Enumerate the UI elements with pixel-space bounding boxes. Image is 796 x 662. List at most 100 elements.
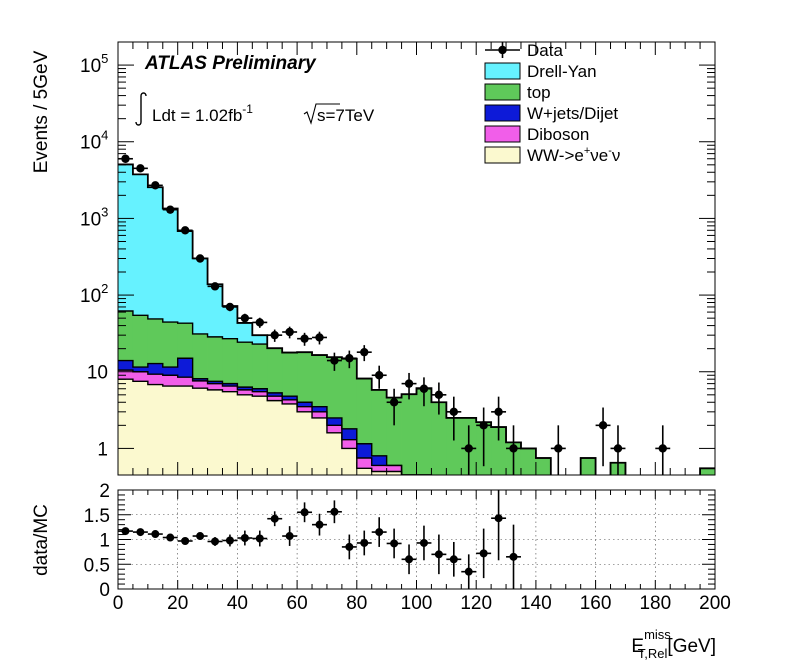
histogram-bar bbox=[207, 381, 223, 384]
x-tick-label: 20 bbox=[167, 593, 188, 614]
data-point bbox=[595, 407, 611, 467]
histogram-bar bbox=[386, 465, 402, 472]
sqrt-sign-icon bbox=[303, 103, 340, 125]
stack-ww-e-e- bbox=[118, 379, 402, 475]
histogram-bar bbox=[222, 383, 238, 387]
svg-text:Ldt = 1.02fb-1: Ldt = 1.02fb-1 bbox=[152, 102, 253, 125]
histogram-bar bbox=[207, 336, 223, 382]
data-point bbox=[655, 425, 671, 475]
data-point bbox=[386, 388, 402, 426]
histogram-bar bbox=[118, 164, 134, 311]
histogram-bar bbox=[267, 396, 283, 401]
x-tick-label: 40 bbox=[227, 593, 248, 614]
ratio-point bbox=[326, 500, 342, 524]
sqrt-s-label: s=7TeV bbox=[317, 106, 375, 125]
histogram-bar bbox=[297, 411, 313, 475]
data-point bbox=[550, 425, 566, 475]
histogram-bar bbox=[341, 358, 358, 429]
histogram-bar bbox=[118, 360, 134, 371]
histogram-bar bbox=[192, 333, 208, 379]
y-tick-label: 102 bbox=[80, 281, 108, 307]
histogram-bar bbox=[446, 417, 462, 475]
ratio-point bbox=[282, 526, 298, 546]
stack-outline bbox=[118, 357, 433, 475]
data-point bbox=[431, 382, 447, 415]
data-points bbox=[118, 154, 671, 475]
data-point bbox=[341, 350, 357, 369]
data-point bbox=[222, 302, 238, 312]
data-point bbox=[177, 226, 193, 235]
x-tick-label: 200 bbox=[699, 593, 731, 614]
legend-entry: Data bbox=[485, 41, 563, 60]
legend-label: Diboson bbox=[527, 125, 589, 144]
histogram-bar bbox=[520, 448, 537, 475]
stack-diboson bbox=[118, 370, 402, 472]
histogram-bar bbox=[326, 417, 343, 426]
ratio-point bbox=[297, 502, 313, 523]
y-tick-label: 10 bbox=[87, 363, 108, 384]
histogram-bar bbox=[252, 335, 268, 345]
data-point bbox=[476, 407, 492, 467]
ratio-point bbox=[491, 490, 507, 561]
histogram-bar bbox=[147, 363, 164, 375]
legend: Data Drell-Yan top W+jets/Dijet DibosonWW->e… bbox=[484, 41, 620, 165]
data-point bbox=[252, 317, 268, 328]
histogram-bar bbox=[700, 468, 715, 475]
data-point bbox=[401, 372, 417, 400]
data-point bbox=[356, 345, 372, 362]
ratio-y-tick-label: 1 bbox=[99, 531, 110, 552]
histogram-bar bbox=[147, 374, 164, 385]
ratio-point bbox=[162, 533, 178, 542]
histogram-bar bbox=[222, 386, 238, 392]
y-tick-label: 1 bbox=[97, 439, 108, 460]
histogram-bar bbox=[177, 377, 194, 387]
ratio-point bbox=[267, 511, 283, 527]
ratio-point bbox=[356, 530, 372, 556]
histogram-bar bbox=[162, 375, 179, 387]
histogram-bar bbox=[162, 322, 179, 368]
ratio-point bbox=[207, 537, 223, 546]
legend-label: WW->e+νe-ν bbox=[527, 145, 620, 165]
histogram-bar bbox=[282, 352, 298, 397]
ratio-y-axis: 0 0.5 1 1.5 2 bbox=[84, 481, 715, 601]
histogram-bar bbox=[207, 389, 223, 475]
histogram-bar bbox=[252, 391, 268, 397]
histogram-bar bbox=[177, 386, 194, 475]
histogram-bar bbox=[326, 432, 343, 475]
histogram-bar bbox=[192, 388, 208, 475]
histogram-bar bbox=[192, 378, 208, 381]
histogram-bar bbox=[192, 380, 208, 389]
histogram-bar bbox=[162, 367, 179, 376]
histogram-bar bbox=[147, 384, 164, 475]
histogram-bar bbox=[312, 411, 328, 418]
histogram-bar bbox=[267, 348, 283, 393]
x-axis-label: Emiss T,Rel[GeV] bbox=[631, 627, 716, 661]
ratio-y-tick-label: 2 bbox=[99, 481, 110, 502]
data-point bbox=[162, 205, 178, 214]
data-point bbox=[282, 326, 298, 339]
ratio-point bbox=[118, 527, 133, 536]
histogram-bar bbox=[237, 387, 253, 390]
histogram-bar bbox=[132, 367, 149, 372]
stack-drell-yan bbox=[118, 164, 268, 345]
histogram-bar bbox=[237, 322, 253, 343]
ratio-point bbox=[431, 534, 447, 575]
histogram-bar bbox=[356, 457, 373, 469]
ratio-point bbox=[371, 517, 387, 547]
ratio-point bbox=[132, 528, 148, 537]
ratio-point bbox=[446, 541, 462, 577]
histogram-bar bbox=[222, 391, 238, 475]
histogram-bar bbox=[132, 315, 149, 368]
data-point bbox=[297, 332, 313, 346]
histogram-bar bbox=[132, 381, 149, 475]
x-tick-label: 120 bbox=[460, 593, 492, 614]
legend-swatch bbox=[484, 125, 521, 143]
stack-outline bbox=[118, 369, 433, 475]
histogram-bar bbox=[118, 370, 134, 380]
ratio-point bbox=[476, 528, 492, 579]
histogram-bar bbox=[371, 455, 388, 466]
histogram-bar bbox=[580, 457, 596, 475]
stack-w-jets-dijet bbox=[118, 358, 388, 466]
